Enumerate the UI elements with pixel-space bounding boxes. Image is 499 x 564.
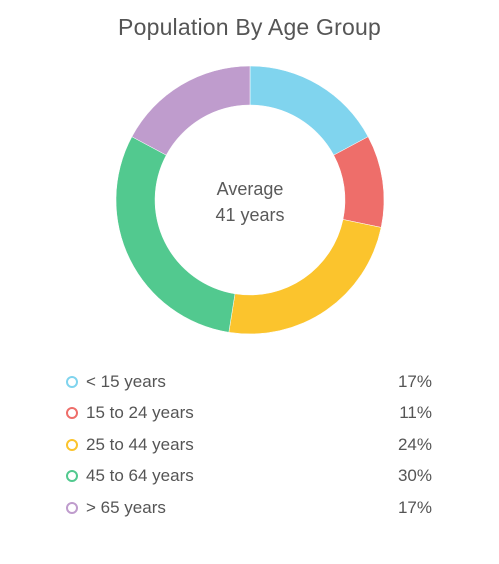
legend-label: 15 to 24 years xyxy=(86,403,194,423)
legend-marker-icon xyxy=(66,470,78,483)
legend-marker-icon xyxy=(66,438,78,451)
donut-slice-4[interactable] xyxy=(115,136,236,333)
legend-item[interactable]: 45 to 64 years 30% xyxy=(66,461,432,493)
legend-marker-icon xyxy=(66,501,78,514)
legend-label: < 15 years xyxy=(86,371,166,391)
legend-item[interactable]: < 15 years 17% xyxy=(66,366,432,398)
legend-label: 45 to 64 years xyxy=(86,466,194,486)
donut-slice-5[interactable] xyxy=(131,65,251,156)
legend-value: 24% xyxy=(397,434,432,454)
legend-item[interactable]: 15 to 24 years 11% xyxy=(66,398,432,430)
legend: < 15 years 17% 15 to 24 years 11% 25 to 44 y… xyxy=(66,366,432,524)
legend-label: 25 to 44 years xyxy=(86,434,194,454)
legend-value: 11% xyxy=(399,403,432,423)
legend-marker-icon xyxy=(66,407,78,420)
legend-item[interactable]: > 65 years 17% xyxy=(66,492,432,524)
center-label: Average 41 years xyxy=(150,176,350,228)
donut-slice-3[interactable] xyxy=(228,219,382,335)
center-label-line2: 41 years xyxy=(215,205,285,225)
donut-slice-1[interactable] xyxy=(249,65,369,156)
donut-chart xyxy=(115,65,385,335)
legend-value: 30% xyxy=(397,466,432,486)
legend-value: 17% xyxy=(397,371,432,391)
legend-marker-icon xyxy=(66,375,78,388)
center-label-line1: Average xyxy=(216,179,284,199)
legend-value: 17% xyxy=(397,497,432,517)
legend-label: > 65 years xyxy=(86,497,166,517)
legend-item[interactable]: 25 to 44 years 24% xyxy=(66,429,432,461)
chart-title: Population By Age Group xyxy=(118,14,381,40)
